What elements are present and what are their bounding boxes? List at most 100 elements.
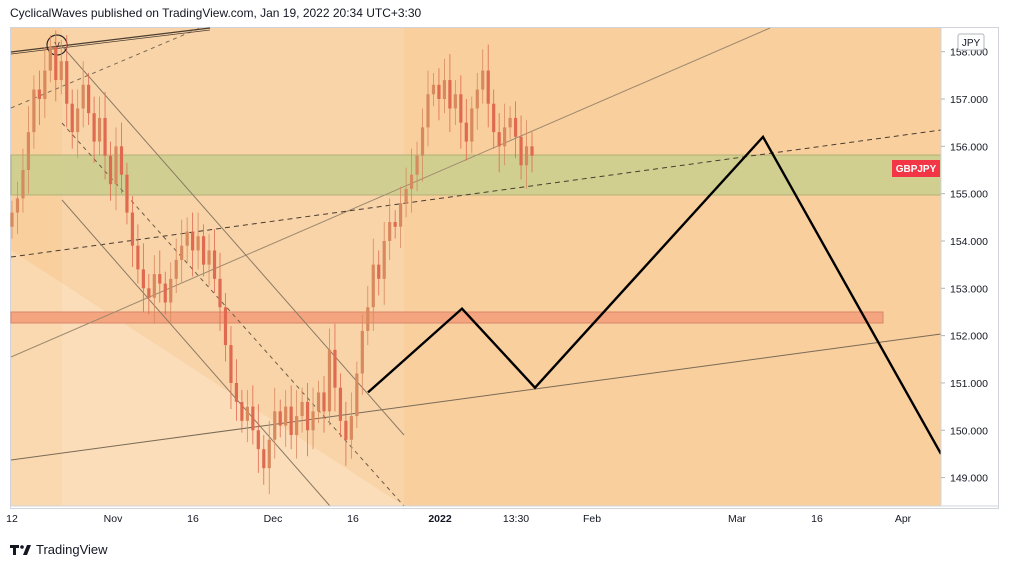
y-tick-label: 152.000 — [950, 331, 988, 343]
candle-body — [43, 70, 47, 99]
candle-body — [229, 345, 233, 383]
candle-body — [295, 416, 299, 436]
candle-body — [92, 113, 96, 142]
candle-body — [174, 259, 178, 279]
candle-body — [327, 349, 332, 412]
candle-body — [453, 94, 457, 109]
time-axis — [11, 506, 998, 508]
y-tick-label: 149.000 — [950, 473, 988, 485]
candle-body — [130, 212, 135, 246]
candle-body — [388, 222, 392, 241]
candle-body — [300, 401, 304, 417]
footer-brand[interactable]: TradingView — [36, 542, 108, 557]
x-tick-label: 2022 — [428, 513, 452, 525]
projection-path — [367, 134, 943, 455]
candle-body — [404, 188, 408, 204]
candle-body — [37, 89, 41, 99]
candle-body — [267, 439, 271, 469]
channel-lower — [61, 199, 331, 507]
x-tick-label: 16 — [347, 513, 359, 525]
candle-body — [377, 264, 381, 279]
candle-body — [152, 274, 156, 298]
candle-body — [201, 236, 206, 265]
candle-body — [81, 84, 85, 109]
candle-body — [338, 387, 343, 421]
candle-body — [48, 46, 52, 71]
symbol-tag-box — [892, 160, 940, 177]
candle-body — [147, 288, 151, 298]
y-tick-label: 150.000 — [950, 425, 988, 437]
candle-body — [316, 392, 321, 412]
candle-body — [278, 411, 282, 426]
candle-body — [65, 61, 69, 104]
candle-body — [191, 231, 195, 251]
candle-body — [349, 416, 353, 440]
candle-body — [87, 84, 91, 114]
candle-body — [114, 146, 118, 185]
candle-body — [97, 117, 102, 142]
candle-body — [426, 94, 430, 128]
candle-body — [360, 330, 364, 374]
y-tick-label: 156.000 — [950, 141, 988, 153]
candle-body — [54, 46, 58, 81]
resistance-zone — [10, 154, 942, 196]
candle-body — [459, 94, 463, 123]
candle-body — [108, 155, 113, 185]
channel-upper — [61, 45, 405, 436]
x-tick-label: Nov — [104, 513, 123, 525]
candle-body — [59, 61, 63, 81]
candle-body — [289, 406, 293, 436]
candle-body — [240, 401, 244, 421]
candle-body — [158, 274, 162, 284]
candle-body — [420, 127, 425, 156]
symbol-tag: GBPJPY — [896, 164, 937, 175]
top-marker-label: V — [54, 41, 60, 50]
y-tick-label: 157.000 — [950, 94, 988, 106]
candle-body — [212, 250, 217, 279]
candle-body — [76, 108, 80, 133]
x-tick-label: 16 — [187, 513, 199, 525]
lower-trendline — [10, 333, 942, 461]
x-tick-label: Feb — [583, 513, 601, 525]
candle-body — [448, 80, 452, 109]
candle-body — [141, 269, 145, 289]
candle-body — [163, 283, 167, 303]
candle-body — [486, 70, 490, 104]
top-double-line-a — [10, 27, 211, 53]
top-double-line-b — [10, 29, 211, 55]
candle-body — [136, 245, 140, 270]
candle-body — [311, 411, 315, 431]
candle-body — [355, 373, 359, 417]
upper-trendline — [10, 27, 771, 358]
candle-body — [470, 108, 474, 142]
x-tick-label: Dec — [264, 513, 283, 525]
candle-body — [431, 84, 436, 95]
candle-body — [497, 132, 501, 147]
y-tick-label: 154.000 — [950, 236, 988, 248]
candle-body — [207, 250, 211, 265]
candle-body — [70, 103, 74, 133]
candle-body — [464, 122, 468, 142]
candle-body — [10, 212, 14, 227]
y-tick-label: 155.000 — [950, 189, 988, 201]
candle-body — [415, 155, 419, 175]
x-tick-label: 12 — [6, 513, 18, 525]
x-tick-label: Mar — [728, 513, 747, 525]
candle-body — [15, 198, 20, 213]
candle-body — [481, 70, 485, 90]
tradingview-logo-icon[interactable] — [10, 543, 32, 557]
candle-body — [344, 420, 348, 440]
publish-header: CyclicalWaves published on TradingView.c… — [10, 6, 422, 20]
channel-fill — [11, 28, 941, 506]
currency-badge-box[interactable] — [957, 33, 985, 51]
candle-body — [508, 117, 512, 128]
candle-body — [437, 84, 441, 99]
candle-body — [492, 103, 496, 133]
candle-body — [530, 146, 534, 156]
candle-body — [399, 203, 403, 227]
candle-body — [475, 89, 479, 109]
candles — [10, 30, 534, 495]
candle-body — [393, 222, 397, 227]
candle-body — [251, 406, 255, 431]
